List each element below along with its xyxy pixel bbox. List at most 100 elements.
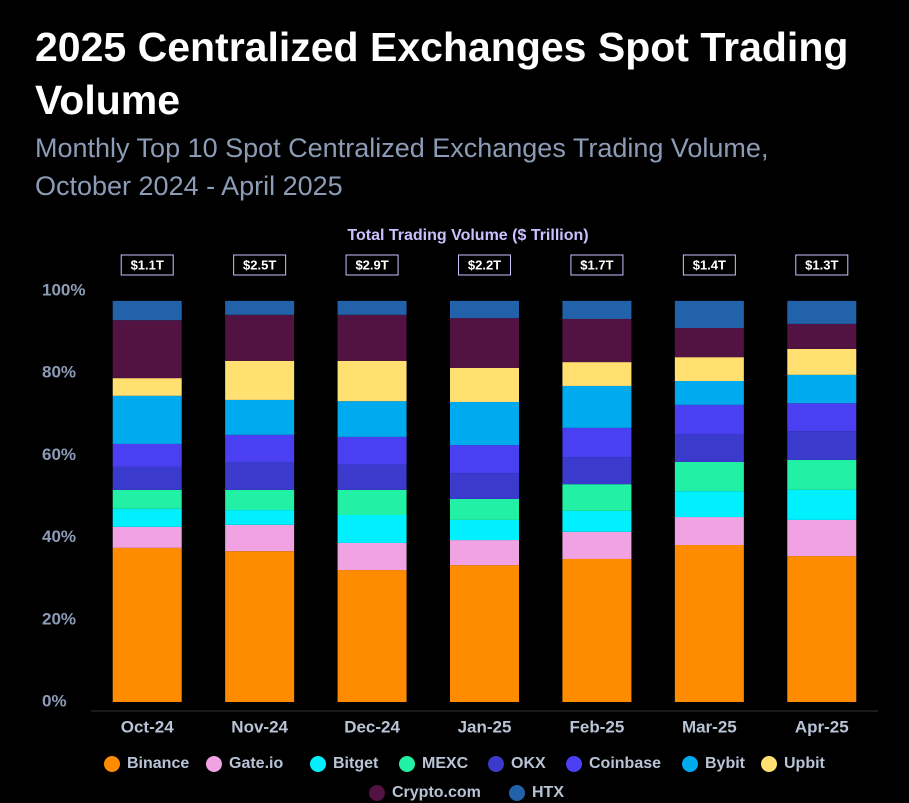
bar-segment <box>787 519 857 557</box>
legend-swatch <box>369 785 385 801</box>
total-label: $1.3T <box>805 257 838 272</box>
legend-swatch <box>206 756 222 772</box>
total-box <box>233 254 287 276</box>
y-tick-label: 0% <box>42 691 67 710</box>
bar-segment <box>450 367 519 402</box>
bar-segment <box>562 457 632 485</box>
x-tick-label: Oct-24 <box>121 717 174 736</box>
bar-segment <box>337 436 407 465</box>
bar-segment <box>337 401 407 437</box>
total-label: $1.7T <box>580 257 613 272</box>
legend-label: MEXC <box>422 755 469 772</box>
total-box <box>458 254 511 276</box>
bar-segment <box>674 491 744 518</box>
chart-subtitle: Monthly Top 10 Spot Centralized Exchange… <box>35 133 768 201</box>
total-box <box>682 254 736 276</box>
chart-title: 2025 Centralized Exchanges Spot Trading V… <box>35 24 848 123</box>
bar-segment <box>225 489 295 511</box>
legend-label: Bybit <box>705 755 746 772</box>
bar-segment <box>562 510 632 532</box>
y-tick-label: 80% <box>42 363 76 382</box>
bar-segment <box>112 300 182 321</box>
bar-segment <box>225 510 295 525</box>
bar-segment <box>562 362 632 386</box>
total-label: $2.9T <box>355 257 388 272</box>
x-tick-label: Jan-25 <box>458 717 512 736</box>
bar-segment <box>225 360 295 400</box>
y-tick-label: 20% <box>42 609 76 628</box>
bar-segment <box>225 399 295 435</box>
bar-segment <box>674 544 744 702</box>
bar-segment <box>112 395 182 444</box>
bar-segment <box>225 314 295 361</box>
total-label: $1.4T <box>693 257 726 272</box>
bar-segment <box>787 556 857 702</box>
legend-label: OKX <box>511 755 546 772</box>
bar-segment <box>450 300 519 319</box>
bar-segment <box>225 434 295 462</box>
legend-swatch <box>104 756 120 772</box>
bar-segment <box>562 558 632 702</box>
total-box <box>795 254 849 276</box>
legend-swatch <box>488 756 504 772</box>
legend-label: Binance <box>127 755 189 772</box>
total-box <box>570 254 624 276</box>
bar-segment <box>112 320 182 379</box>
bar-segment <box>674 517 744 545</box>
bar-segment <box>112 508 182 527</box>
x-tick-label: Mar-25 <box>682 717 737 736</box>
y-tick-label: 100% <box>42 280 85 299</box>
bar-segment <box>337 514 407 543</box>
bar-segment <box>674 327 744 358</box>
total-label: $2.5T <box>243 257 276 272</box>
bar-segment <box>787 489 857 520</box>
bar-segment <box>450 318 519 368</box>
legend-label: Upbit <box>784 755 826 772</box>
bar-segment <box>562 385 632 428</box>
bar-segment <box>112 547 182 702</box>
bar-segment <box>337 360 407 402</box>
bar-segment <box>674 404 744 435</box>
total-box <box>120 254 174 276</box>
legend-swatch <box>682 756 698 772</box>
legend-swatch <box>509 785 525 801</box>
bar-segment <box>562 484 632 511</box>
bar-segment <box>337 464 407 490</box>
bar-segment <box>787 300 857 324</box>
bar-segment <box>674 434 744 462</box>
bar-segment <box>562 300 632 319</box>
legend-label: Crypto.com <box>392 784 481 801</box>
bar-segment <box>674 300 744 328</box>
bar-segment <box>337 489 407 515</box>
x-tick-label: Feb-25 <box>570 717 625 736</box>
bar-segment <box>112 378 182 396</box>
bar-segment <box>112 489 182 509</box>
legend-label: Gate.io <box>229 755 283 772</box>
annotation: Total Trading Volume ($ Trillion) <box>347 227 588 244</box>
y-tick-label: 60% <box>42 445 76 464</box>
bar-segment <box>674 461 744 492</box>
bar-segment <box>674 357 744 382</box>
bar-segment <box>787 374 857 404</box>
bar-segment <box>337 300 407 315</box>
total-label: $1.1T <box>131 257 164 272</box>
bar-segment <box>787 431 857 460</box>
legend-swatch <box>310 756 326 772</box>
bar-segment <box>674 381 744 405</box>
bar-segment <box>337 314 407 361</box>
bar-segment <box>112 466 182 490</box>
bar-segment <box>787 323 857 349</box>
bar-segment <box>225 524 295 552</box>
bar-segment <box>562 531 632 559</box>
bar-segment <box>450 473 519 499</box>
bar-segment <box>787 403 857 432</box>
x-tick-label: Nov-24 <box>231 717 288 736</box>
bar-segment <box>450 401 519 446</box>
bar-segment <box>450 498 519 520</box>
legend-swatch <box>761 756 777 772</box>
bar-segment <box>225 300 295 315</box>
total-box <box>345 254 399 276</box>
y-tick-label: 40% <box>42 527 76 546</box>
x-tick-label: Apr-25 <box>795 717 849 736</box>
